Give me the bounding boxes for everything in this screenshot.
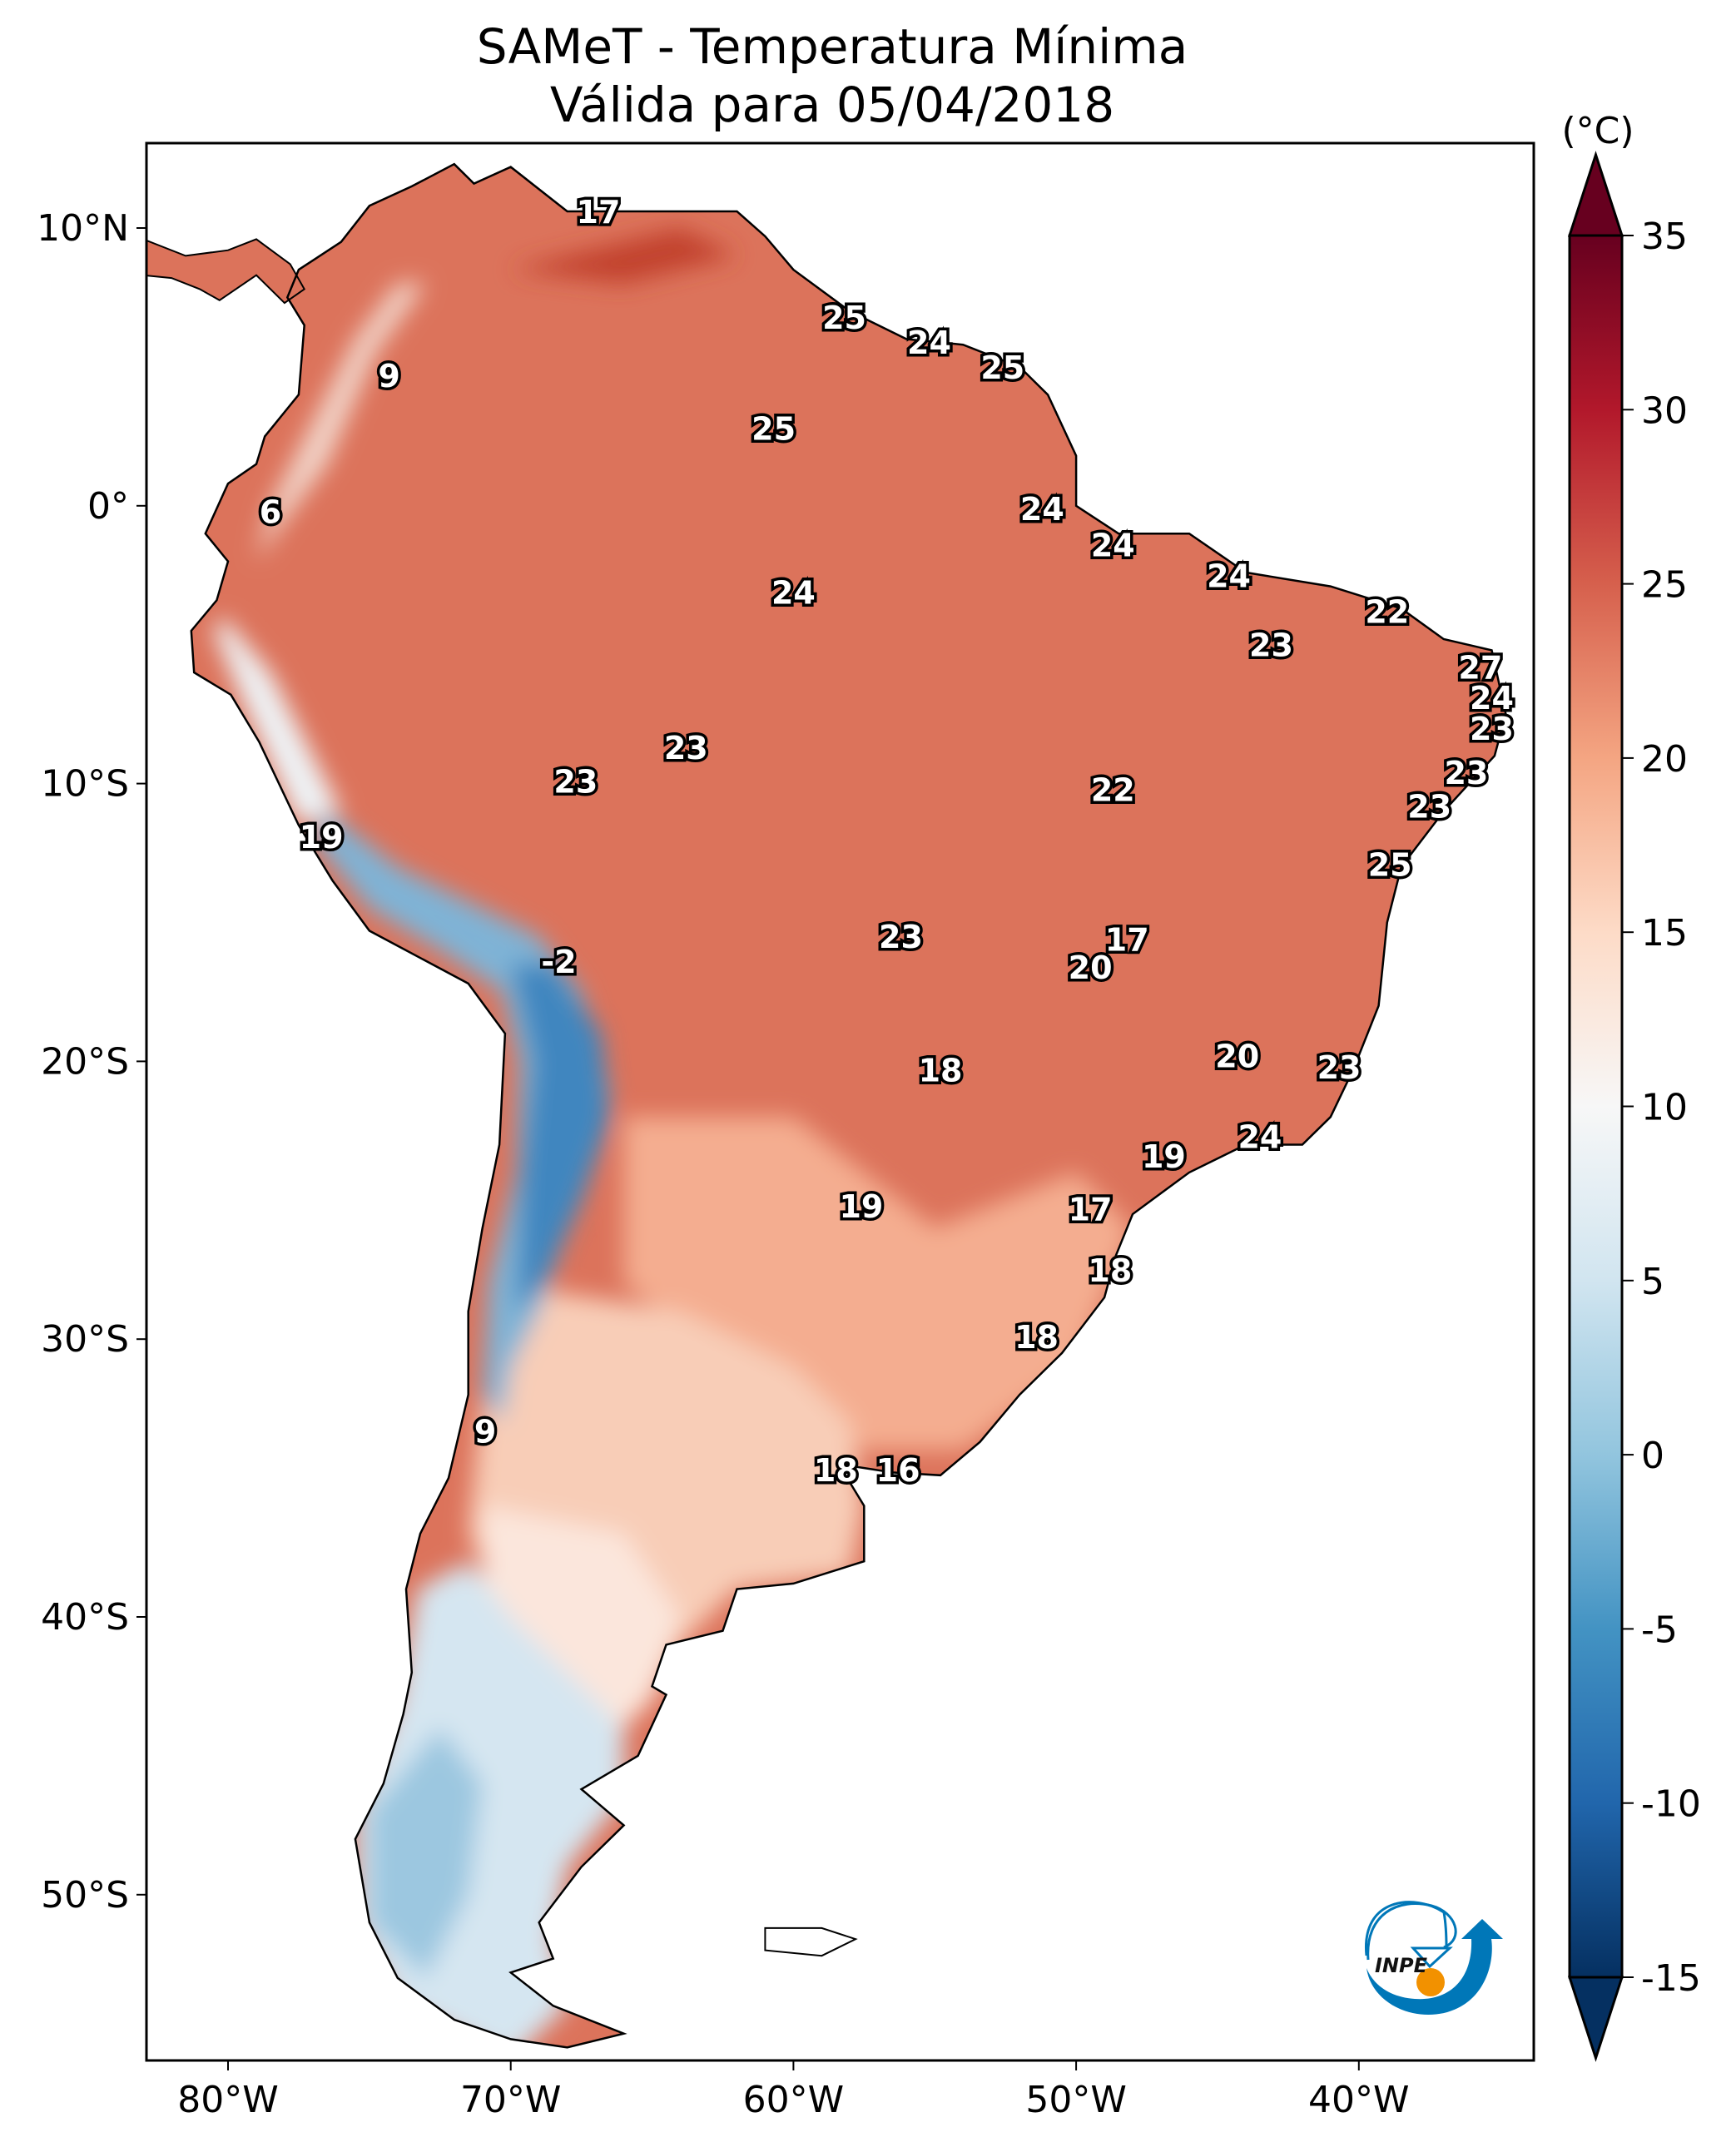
station-temperature-label: 27 <box>1458 649 1502 686</box>
axis-ticks: 10°N 0° 10°S 20°S 30°S 40°S 50°S 80°W 70°W 60°W 50… <box>37 207 1409 2121</box>
station-temperature-label: 20 <box>1069 950 1113 986</box>
colorbar-max-arrow <box>1567 151 1624 237</box>
coastline <box>190 162 1507 2049</box>
colorbar[interactable]: 35 30 25 20 15 10 5 0 -5 -10 -15 <box>1567 151 1701 2062</box>
temperature-zone <box>510 964 610 1312</box>
temperature-zone <box>482 1505 681 1756</box>
station-temperature-label: 24 <box>1091 528 1135 564</box>
temperature-zone <box>214 617 341 826</box>
station-temperature-label: 6 <box>260 493 281 530</box>
lon-tick-label: 50°W <box>1025 2079 1127 2121</box>
colorbar-tick-label: 20 <box>1641 738 1688 781</box>
station-temperature-label: 23 <box>1407 788 1451 825</box>
colorbar-min-arrow <box>1567 1976 1624 2062</box>
lon-tick-label: 40°W <box>1308 2079 1410 2121</box>
inpe-logo: INPE <box>1365 1901 1503 2016</box>
station-temperature-label: 22 <box>1091 771 1135 808</box>
station-temperature-label: 24 <box>1020 491 1064 528</box>
colorbar-tick-label: 10 <box>1641 1087 1688 1129</box>
station-temperature-label: 24 <box>1207 558 1251 594</box>
map-area <box>146 162 1507 2049</box>
station-temperature-label: 18 <box>1014 1319 1059 1356</box>
logo-sun-icon <box>1416 1968 1445 1996</box>
colorbar-tick-label: 15 <box>1641 912 1688 955</box>
temperature-zone <box>256 283 426 562</box>
station-temperature-label: 19 <box>1142 1138 1186 1175</box>
station-temperature-label: 19 <box>300 819 344 855</box>
station-temperature-label: 17 <box>1105 922 1149 959</box>
svg-text:INPE: INPE <box>1375 1954 1428 1977</box>
lat-tick-label: 20°S <box>41 1040 129 1083</box>
station-temperature-label: 19 <box>839 1188 883 1225</box>
station-temperature-label: 24 <box>907 325 951 361</box>
station-temperature-label: 23 <box>1470 711 1514 747</box>
station-temperature-label: 17 <box>577 194 621 231</box>
lon-tick-label: 60°W <box>743 2079 845 2121</box>
colorbar-tick-label: 0 <box>1641 1435 1664 1477</box>
station-temperature-label: 23 <box>879 919 923 955</box>
colorbar-tick-label: -5 <box>1641 1609 1678 1651</box>
colorbar-tick-label: 5 <box>1641 1261 1664 1303</box>
station-temperature-label: 23 <box>1317 1049 1362 1086</box>
temperature-zone <box>369 1728 483 1978</box>
map-frame <box>145 141 1535 2062</box>
station-temperature-label: 23 <box>1249 627 1293 664</box>
station-temperature-label: 25 <box>980 350 1024 386</box>
colorbar-tick-label: 35 <box>1641 216 1688 258</box>
station-temperature-label: 9 <box>474 1413 496 1450</box>
station-temperature-label: 18 <box>1088 1252 1132 1289</box>
lat-tick-label: 10°N <box>37 207 129 250</box>
colorbar-tick-label: -15 <box>1641 1957 1701 2000</box>
station-temperature-label: 24 <box>1470 680 1514 717</box>
colorbar-tick-label: 30 <box>1641 389 1688 432</box>
station-temperature-label: 23 <box>664 730 708 766</box>
station-temperature-label: 25 <box>822 300 866 336</box>
station-temperature-label: -2 <box>541 944 576 980</box>
station-temperature-label: 25 <box>1368 846 1412 883</box>
lat-tick-label: 10°S <box>41 763 129 806</box>
station-temperature-label: 20 <box>1215 1039 1259 1075</box>
station-temperature-label: 17 <box>1069 1191 1113 1227</box>
lat-tick-label: 50°S <box>41 1874 129 1916</box>
colorbar-tick-label: 25 <box>1641 564 1688 607</box>
colorbar-unit: (°C) <box>1561 110 1634 152</box>
falkland-islands <box>764 1926 858 1957</box>
lat-tick-label: 30°S <box>41 1318 129 1361</box>
lon-tick-label: 80°W <box>177 2079 279 2121</box>
station-temperature-label: 25 <box>751 410 796 447</box>
chart-subtitle: Válida para 05/04/2018 <box>549 77 1115 133</box>
station-temperature-label: 16 <box>876 1452 920 1489</box>
station-temperature-label: 18 <box>814 1452 858 1489</box>
station-temperature-label: 22 <box>1365 594 1409 631</box>
lon-tick-label: 70°W <box>460 2079 562 2121</box>
central-america-land <box>146 238 306 305</box>
chart-title: SAMeT - Temperatura Mínima <box>476 18 1188 75</box>
colorbar-gradient <box>1568 234 1624 1979</box>
station-temperature-label: 23 <box>1444 755 1488 791</box>
station-temperature-label: 18 <box>919 1052 963 1088</box>
lat-tick-label: 0° <box>87 485 129 528</box>
station-temperature-label: 23 <box>553 763 598 800</box>
station-temperature-label: 24 <box>771 574 816 611</box>
colorbar-tick-label: -10 <box>1641 1783 1701 1826</box>
station-temperature-label: 24 <box>1238 1119 1282 1156</box>
temperature-zone <box>510 228 737 284</box>
station-temperature-label: 9 <box>378 358 399 394</box>
lat-tick-label: 40°S <box>41 1596 129 1639</box>
